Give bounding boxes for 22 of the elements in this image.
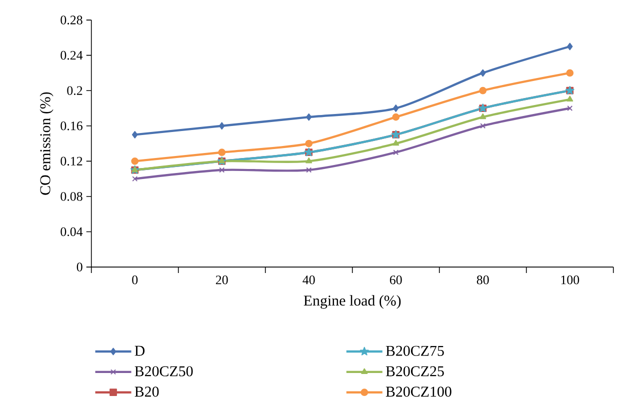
legend-label: B20CZ75 — [386, 346, 444, 356]
legend-label: B20CZ50 — [134, 366, 193, 376]
legend-label: B20CZ25 — [386, 366, 444, 376]
y-tick-label: 0.16 — [60, 122, 82, 130]
y-tick-label: 0.08 — [60, 192, 82, 201]
legend-label: B20CZ100 — [386, 386, 452, 397]
y-tick-label: 0 — [76, 262, 82, 272]
y-tick-label: 0.28 — [60, 16, 82, 24]
legend-label: B20 — [134, 386, 159, 397]
x-tick-label: 20 — [216, 276, 228, 284]
y-axis-title: CO emission (%) — [40, 92, 54, 195]
x-axis-title: Engine load (%) — [304, 295, 401, 309]
y-tick-label: 0.04 — [60, 227, 83, 236]
y-tick-label: 0.12 — [60, 156, 82, 166]
y-tick-label: 0.24 — [60, 50, 83, 60]
x-tick-label: 0 — [132, 276, 138, 284]
x-tick-label: 60 — [390, 276, 402, 284]
x-tick-label: 40 — [302, 276, 315, 284]
x-tick-label: 80 — [476, 276, 489, 284]
y-tick-label: 0.2 — [67, 86, 82, 96]
x-tick-label: 100 — [561, 276, 580, 284]
legend-label: D — [134, 346, 145, 356]
